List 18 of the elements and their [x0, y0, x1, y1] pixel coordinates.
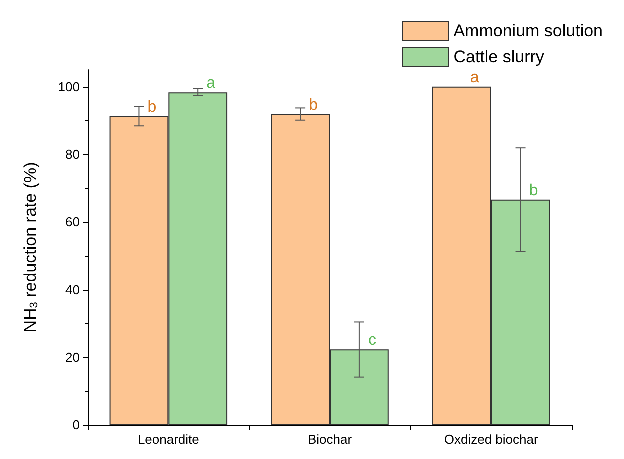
y-tick-label: 40 [66, 282, 80, 298]
y-axis-title: NH3 reduction rate (%) [21, 162, 40, 333]
x-tick-label: Biochar [308, 432, 353, 447]
y-tick-label: 20 [66, 350, 80, 365]
x-tick-label: Oxdized biochar [444, 432, 539, 447]
y-tick-label: 0 [72, 418, 80, 432]
x-tick-label: Leonardite [138, 432, 200, 447]
legend-label: Cattle slurry [454, 48, 545, 66]
data-label: a [470, 69, 480, 86]
y-tick-label: 100 [58, 79, 80, 94]
legend-label: Ammonium solution [454, 22, 603, 40]
data-label: c [368, 332, 376, 350]
y-tick-label: 60 [66, 214, 80, 230]
data-label: b [148, 98, 157, 116]
y-tick-label: 80 [66, 147, 80, 162]
data-label: a [206, 75, 216, 92]
data-label: b [309, 96, 318, 114]
data-label: b [529, 182, 538, 200]
